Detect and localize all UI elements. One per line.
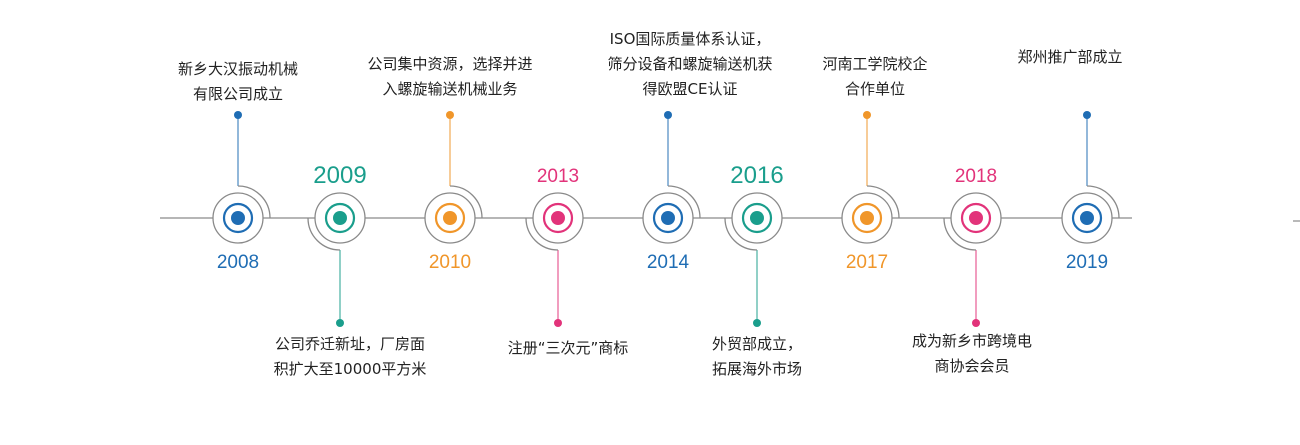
description-line: 拓展海外市场 — [711, 360, 803, 378]
description-line: 筛分设备和螺旋输送机获 — [607, 55, 773, 73]
description-line: 河南工学院校企 — [822, 55, 928, 73]
event-description: 公司乔迁新址，厂房面 积扩大至10000平方米 — [274, 332, 427, 382]
node-arc — [237, 185, 271, 219]
connector-dot — [446, 111, 454, 119]
description-line: 商协会会员 — [934, 357, 1010, 375]
event-description: 河南工学院校企 合作单位 — [822, 52, 927, 102]
node-dot — [443, 211, 457, 225]
event-description: 外贸部成立， 拓展海外市场 — [712, 332, 802, 382]
description-line: 公司集中资源，选择并进 — [367, 55, 533, 73]
event-description: 成为新乡市跨境电 商协会会员 — [912, 329, 1032, 379]
description-line: 注册“三次元”商标 — [507, 339, 629, 357]
description-line: 成为新乡市跨境电 — [911, 332, 1033, 350]
event-description: 郑州推广部成立 — [1017, 45, 1122, 70]
node-dot — [333, 211, 347, 225]
node-dot — [860, 211, 874, 225]
description-line: 外贸部成立， — [711, 335, 803, 353]
event-description: 注册“三次元”商标 — [508, 336, 629, 361]
connector-dot — [664, 111, 672, 119]
node-dot — [750, 211, 764, 225]
year-label: 2009 — [313, 162, 367, 189]
node-arc — [667, 185, 701, 219]
node-arc — [724, 217, 758, 251]
description-line: 公司乔迁新址，厂房面 — [274, 335, 425, 353]
node-arc — [1086, 185, 1120, 219]
node-dot — [231, 211, 245, 225]
description-line: 合作单位 — [844, 80, 906, 98]
connector-dot — [336, 319, 344, 327]
year-label: 2019 — [1065, 252, 1109, 273]
event-description: 公司集中资源，选择并进 入螺旋输送机械业务 — [367, 52, 532, 102]
year-label: 2018 — [954, 166, 998, 187]
year-label: 2010 — [428, 252, 472, 273]
year-label: 2017 — [845, 252, 889, 273]
node-arc — [307, 217, 341, 251]
connector-dot — [753, 319, 761, 327]
description-line: 郑州推广部成立 — [1017, 48, 1123, 66]
event-description: 新乡大汉振动机械 有限公司成立 — [178, 57, 298, 107]
connector-dot — [554, 319, 562, 327]
node-arc — [866, 185, 900, 219]
node-arc — [449, 185, 483, 219]
event-description: ISO国际质量体系认证， 筛分设备和螺旋输送机获 得欧盟CE认证 — [607, 27, 772, 102]
node-dot — [1080, 211, 1094, 225]
node-arc — [525, 217, 559, 251]
year-label: 2013 — [536, 166, 580, 187]
description-line: 有限公司成立 — [192, 85, 284, 103]
connector-dot — [1083, 111, 1091, 119]
connector-dot — [972, 319, 980, 327]
description-line: 积扩大至10000平方米 — [273, 360, 427, 378]
description-line: 新乡大汉振动机械 — [177, 60, 299, 78]
node-dot — [551, 211, 565, 225]
node-dot — [661, 211, 675, 225]
node-dot — [969, 211, 983, 225]
node-arc — [943, 217, 977, 251]
year-label: 2008 — [216, 252, 260, 273]
description-line: 得欧盟CE认证 — [642, 80, 738, 98]
connector-dot — [863, 111, 871, 119]
year-label: 2016 — [730, 162, 784, 189]
year-label: 2014 — [646, 252, 690, 273]
description-line: 入螺旋输送机械业务 — [382, 80, 518, 98]
description-line: ISO国际质量体系认证， — [609, 30, 771, 48]
connector-dot — [234, 111, 242, 119]
